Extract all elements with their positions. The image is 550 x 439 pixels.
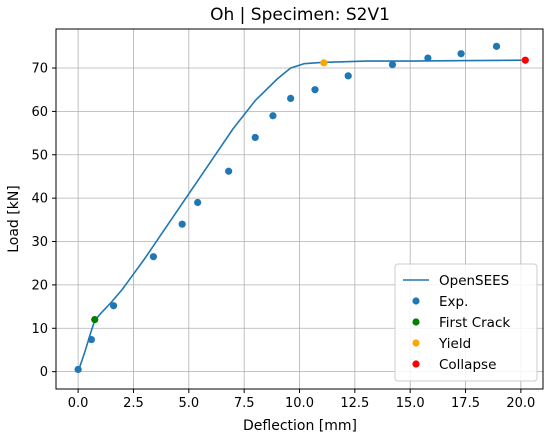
exp-point xyxy=(269,112,277,120)
exp-point xyxy=(194,198,202,207)
y-tick-label: 0 xyxy=(40,365,48,380)
y-tick-label: 50 xyxy=(31,148,48,163)
exp-point xyxy=(457,50,465,58)
x-tick-label: 2.5 xyxy=(123,396,144,411)
exp-point xyxy=(424,54,432,62)
y-tick-label: 30 xyxy=(31,235,48,250)
exp-point xyxy=(388,60,397,69)
legend-label: First Crack xyxy=(439,315,510,331)
exp-point xyxy=(251,133,259,142)
x-tick-label: 15.0 xyxy=(396,396,425,411)
y-tick-label: 20 xyxy=(31,278,48,293)
legend-swatch xyxy=(412,360,420,368)
chart-title: Oh | Specimen: S2V1 xyxy=(210,5,390,25)
legend-item-exp: Exp. xyxy=(412,294,468,310)
exp-point xyxy=(344,72,352,80)
exp-point xyxy=(492,42,501,50)
legend-box xyxy=(394,263,538,382)
x-tick-label: 17.5 xyxy=(451,396,480,411)
legend-swatch xyxy=(412,318,420,326)
y-axis-label: Load [kN] xyxy=(6,185,22,253)
y-tick-label: 10 xyxy=(31,322,48,337)
y-tick-label: 70 xyxy=(31,62,48,77)
legend-swatch xyxy=(412,297,420,305)
x-tick-label: 10.0 xyxy=(285,396,314,411)
x-tick-label: 20.0 xyxy=(506,396,535,411)
exp-point xyxy=(109,302,118,310)
x-axis-label: Deflection [mm] xyxy=(243,418,357,434)
exp-point xyxy=(225,167,233,175)
legend-swatch xyxy=(412,339,420,347)
legend-label: Collapse xyxy=(439,357,496,373)
exp-point xyxy=(74,365,82,374)
x-tick-label: 0.0 xyxy=(68,396,89,411)
legend-label: Exp. xyxy=(439,294,468,310)
x-tick-label: 12.5 xyxy=(340,396,369,411)
first-crack-point xyxy=(91,316,99,324)
x-tick-label: 5.0 xyxy=(178,396,199,411)
yield-point xyxy=(320,59,328,67)
exp-point xyxy=(178,220,186,228)
exp-point xyxy=(87,335,96,344)
x-tick-label: 7.5 xyxy=(234,396,255,411)
series-layer xyxy=(74,42,529,374)
exp-point xyxy=(311,86,319,94)
legend-label: OpenSEES xyxy=(439,273,509,289)
exp-point xyxy=(149,253,157,261)
legend-label: Yield xyxy=(438,336,471,352)
legend-item-opensees: OpenSEES xyxy=(403,273,509,289)
axis-ticks: 0.0 2.5 5.0 7.5 10.0 12.5 15.0 17.5 20.0 0 10 20 30 4… xyxy=(31,62,535,411)
collapse-point xyxy=(521,56,529,64)
legend-item-collapse: Collapse xyxy=(412,357,496,373)
y-tick-label: 60 xyxy=(31,105,48,120)
exp-point xyxy=(287,94,295,102)
legend-item-yield: Yield xyxy=(412,336,471,352)
legend-item-first-crack: First Crack xyxy=(412,315,510,331)
legend: OpenSEES Exp. First Crack Yield Collapse xyxy=(394,263,538,382)
y-tick-label: 40 xyxy=(31,192,48,207)
